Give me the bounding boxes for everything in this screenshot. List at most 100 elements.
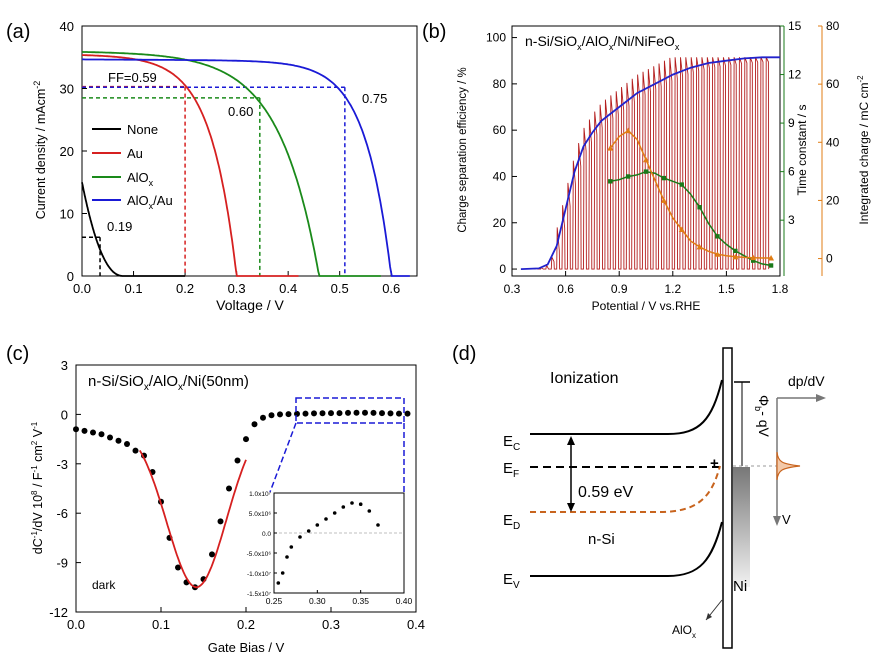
chart-c-xtick-label: 0.2 — [237, 617, 255, 632]
chart-c-dark-label: dark — [92, 578, 116, 592]
chart-b-ytick-right2-label: 80 — [826, 19, 840, 33]
panel-label-a: (a) — [6, 21, 30, 43]
chart-b-ytick-right2-label: 40 — [826, 135, 840, 149]
label-ed: ED — [503, 512, 520, 532]
zoom-box — [295, 397, 405, 424]
data-point — [387, 410, 394, 417]
curve-alox — [81, 51, 381, 277]
band-diagram: Ionization EC EF ED EV 0.59 eV n-Si + Ni… — [503, 347, 826, 649]
data-point — [328, 410, 334, 417]
efficiency-curve — [520, 56, 780, 270]
chart-a-ytick-label: 10 — [60, 207, 74, 222]
label-nsi: n-Si — [588, 531, 615, 548]
data-point — [404, 410, 411, 417]
inset-point — [324, 517, 328, 521]
inset-ytick-label: -5.0x10⁶ — [247, 551, 272, 558]
chart-b-ylabel-right2: Integrated charge / mC cm-2 — [856, 75, 871, 225]
integrated-charge-point — [732, 253, 739, 260]
integrated-charge-point — [678, 226, 685, 232]
inset-ytick-label: -1.0x10⁷ — [247, 571, 272, 578]
chart-a-xtick-label: 0.5 — [331, 281, 349, 296]
time-constant-point — [608, 179, 613, 184]
data-point — [73, 426, 79, 433]
inset-point — [341, 505, 346, 509]
inset-point — [276, 581, 281, 585]
inset-xtick-label: 0.25 — [266, 596, 283, 606]
annotation-ff-au: FF=0.59 — [108, 70, 157, 85]
chart-a-ytick-label: 40 — [60, 19, 74, 34]
data-point — [243, 436, 249, 443]
chart-b: 0.3 0.6 0.9 1.2 1.5 1.8 0 20 40 60 80 100 3 6 9 12 15 0 20… — [457, 19, 871, 313]
data-point — [302, 410, 309, 417]
inset-point — [298, 535, 302, 539]
data-point — [336, 410, 343, 417]
chart-a-xtick-label: 0.0 — [73, 281, 91, 296]
chart-b-ytick-left-label: 40 — [493, 169, 507, 183]
data-point — [294, 410, 300, 417]
integrated-charge-point — [768, 254, 775, 261]
data-point — [217, 518, 224, 525]
chart-c-xtick-label: 0.0 — [67, 617, 85, 632]
inset-point — [350, 501, 354, 505]
inset-point — [367, 509, 372, 513]
label-ec: EC — [503, 433, 520, 453]
chart-b-ytick-right2-label: 60 — [826, 77, 840, 91]
legend-alox: AlOx — [127, 170, 154, 188]
chart-a-ytick-label: 0 — [67, 269, 74, 284]
label-energy: 0.59 eV — [578, 484, 633, 501]
chart-b-ytick-right1-label: 3 — [788, 213, 795, 227]
curve-au — [82, 54, 299, 277]
chart-c-xtick-label: 0.3 — [322, 617, 340, 632]
data-point — [175, 564, 181, 571]
chart-b-frame — [511, 25, 781, 277]
chart-b-ytick-right1-label: 6 — [788, 165, 795, 179]
integrated-charge-point — [607, 145, 614, 151]
time-constant-curve — [610, 170, 772, 267]
data-point — [396, 410, 402, 417]
integrated-charge-point — [714, 251, 721, 257]
plus-sign: + — [710, 455, 719, 472]
label-barrier: Φb- qV — [753, 395, 772, 438]
chart-a-xtick-label: 0.6 — [382, 281, 400, 296]
chart-a-xtick-label: 0.1 — [124, 281, 142, 296]
chart-c-ytick-label: -6 — [56, 506, 68, 521]
chart-b-ytick-left-label: 80 — [493, 77, 507, 91]
data-point — [107, 434, 113, 441]
aloxx-layer — [722, 347, 733, 649]
chart-a-ytick-label: 30 — [60, 82, 74, 97]
data-point — [260, 414, 266, 421]
time-constant-point — [625, 174, 631, 179]
chart-a-xtick-label: 0.2 — [176, 281, 194, 296]
chart-b-xtick-label: 0.3 — [504, 282, 521, 296]
chart-c-ytick-label: 0 — [61, 407, 68, 422]
chart-b-ytick-right1-label: 15 — [788, 19, 802, 33]
inset-point — [315, 523, 320, 527]
data-point — [319, 410, 326, 417]
label-alox: AlOx — [672, 623, 696, 640]
data-point — [311, 410, 317, 417]
chart-a-legend: None Au AlOx AlOx/Au — [92, 122, 173, 211]
time-constant-point — [661, 175, 667, 181]
data-point — [226, 485, 232, 492]
data-point — [234, 457, 241, 464]
panel-label-d: (d) — [452, 343, 476, 365]
data-point — [115, 437, 122, 444]
inset-xtick-label: 0.40 — [396, 596, 413, 606]
integrated-charge-point — [643, 156, 649, 163]
label-ev: EV — [503, 571, 520, 591]
chart-b-ytick-left-label: 20 — [493, 216, 507, 230]
time-constant-point — [679, 182, 684, 187]
legend-aloxau: AlOx/Au — [127, 193, 173, 211]
chart-c-ytick-label: -9 — [56, 556, 68, 571]
legend-none: None — [127, 122, 158, 137]
band-ev — [530, 521, 723, 577]
chart-c-xtick-label: 0.4 — [407, 617, 425, 632]
data-point — [345, 409, 351, 416]
legend-au: Au — [127, 146, 143, 161]
data-point — [124, 441, 130, 447]
annotation-ff-aloxau: 0.75 — [362, 91, 387, 106]
inset-point — [280, 571, 285, 575]
time-constant-point — [697, 205, 702, 210]
chart-b-ytick-left-label: 0 — [499, 262, 506, 276]
